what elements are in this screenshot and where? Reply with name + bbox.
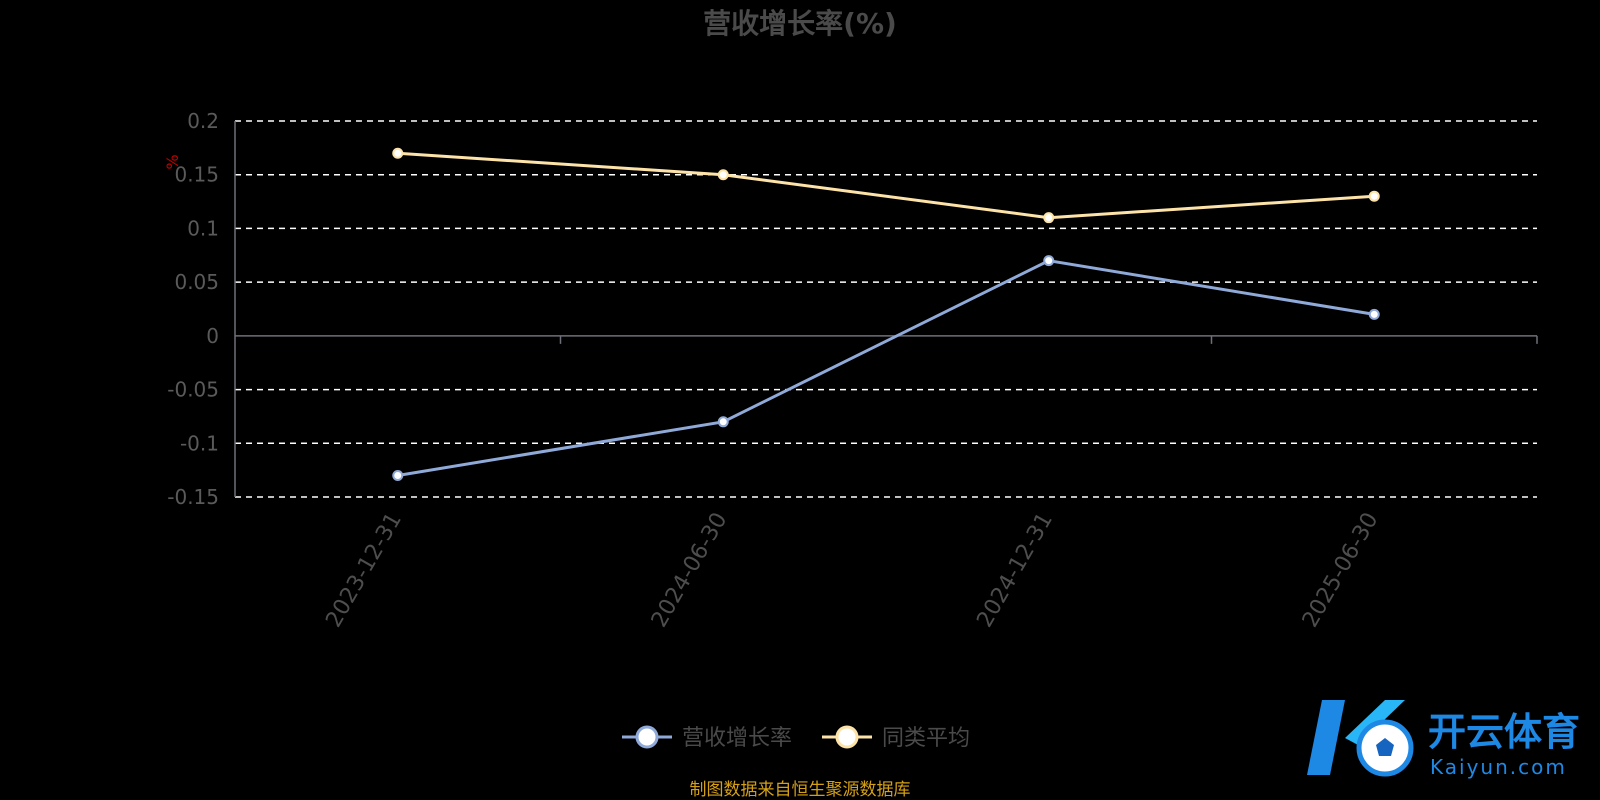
y-tick-label: -0.1 <box>180 431 219 455</box>
data-point <box>392 470 404 482</box>
data-point <box>717 169 729 181</box>
x-tick-labels: 2023-12-31 2024-06-30 2024-12-31 2025-06-30 <box>321 509 1383 632</box>
data-point <box>392 147 404 159</box>
logo-k-stem <box>1307 700 1345 775</box>
series-line-1 <box>397 151 1375 220</box>
logo-text-cn: 开云体育 <box>1428 710 1580 754</box>
legend-marker-revenue-growth <box>635 725 659 749</box>
y-tick-label: 0.05 <box>174 270 219 294</box>
y-tick-label: -0.15 <box>167 485 219 509</box>
data-point <box>1368 190 1380 202</box>
x-tick-label: 2023-12-31 <box>321 509 407 632</box>
y-tick-label: 0.15 <box>174 163 219 187</box>
y-tick-label: 0.1 <box>187 216 219 240</box>
data-point <box>1043 255 1055 267</box>
series-lines <box>392 147 1380 482</box>
y-tick-label: 0.2 <box>187 109 219 133</box>
legend-item-peer-average[interactable]: 同类平均 <box>822 725 970 751</box>
legend-item-revenue-growth[interactable]: 营收增长率 <box>622 725 792 751</box>
x-tick-label: 2025-06-30 <box>1298 509 1384 632</box>
y-tick-label: -0.05 <box>167 378 219 402</box>
legend-marker-peer-average <box>835 725 859 749</box>
y-unit-label: % <box>163 154 182 169</box>
soccer-ball-patch <box>1376 738 1394 756</box>
x-tick-label: 2024-06-30 <box>647 509 733 632</box>
y-tick-label: 0 <box>206 324 219 348</box>
legend-label-revenue-growth: 营收增长率 <box>682 726 792 751</box>
logo-text-en: Kaiyun.com <box>1430 755 1567 779</box>
kaiyun-logo: 开云体育 Kaiyun.com <box>1307 700 1580 779</box>
source-note: 制图数据来自恒生聚源数据库 <box>690 780 911 800</box>
series-line-0 <box>397 259 1375 477</box>
chart-title: 营收增长率(%) <box>703 7 897 40</box>
data-point <box>1043 212 1055 224</box>
data-point <box>1368 308 1380 320</box>
legend-label-peer-average: 同类平均 <box>882 726 970 751</box>
data-point <box>717 416 729 428</box>
axes <box>234 121 1538 497</box>
grid-lines <box>235 120 1537 498</box>
x-tick-label: 2024-12-31 <box>972 509 1058 632</box>
y-tick-labels: 0.2 0.15 0.1 0.05 0 -0.05 -0.1 -0.15 <box>167 109 219 509</box>
legend[interactable]: 营收增长率 同类平均 <box>622 725 970 751</box>
